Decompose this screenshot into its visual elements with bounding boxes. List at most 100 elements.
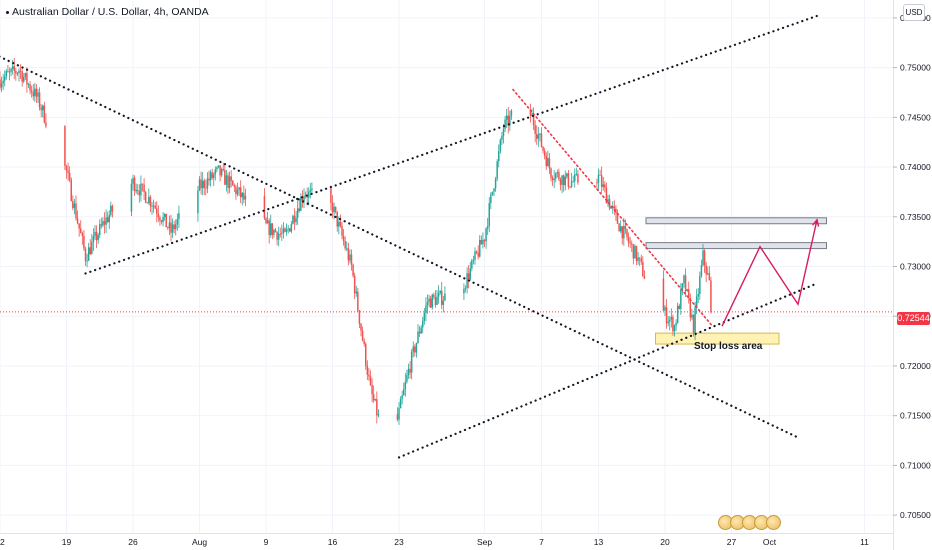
candle-body — [556, 172, 559, 174]
candle-body — [198, 179, 201, 191]
candle-body — [691, 314, 693, 318]
candle-body — [561, 175, 563, 185]
candle-body — [607, 199, 609, 204]
currency-button[interactable]: USD — [903, 4, 925, 21]
candle-body — [2, 80, 4, 84]
candle-body — [695, 296, 698, 308]
y-tick-label: 0.70500 — [900, 510, 931, 520]
candle-body — [94, 231, 96, 236]
candle-body — [572, 181, 574, 182]
candle-body — [111, 205, 114, 212]
candle-body — [102, 221, 104, 226]
candle-body — [366, 365, 369, 375]
candle-body — [273, 229, 275, 235]
x-tick-label: 20 — [660, 537, 670, 547]
candle-body — [415, 342, 418, 353]
y-tick-label: 0.74000 — [900, 162, 931, 172]
candle-body — [73, 203, 76, 209]
candle-body — [566, 173, 568, 177]
candle-body — [555, 173, 557, 179]
candle-body — [95, 231, 98, 241]
candle-body — [577, 173, 579, 183]
projection-path[interactable] — [721, 219, 818, 327]
candle-body — [477, 252, 479, 257]
candle-body — [631, 243, 633, 245]
candle-body — [213, 174, 215, 179]
candle-body — [429, 298, 432, 308]
candle-body — [75, 203, 77, 219]
candle-body — [434, 296, 437, 305]
candle-body — [16, 73, 19, 74]
dotted-trendline[interactable] — [397, 282, 819, 459]
candle-body — [358, 310, 361, 324]
x-tick-label: 11 — [860, 537, 869, 547]
candle-body — [616, 212, 619, 224]
candle-body — [678, 305, 680, 310]
candle-body — [148, 196, 150, 204]
price-axis-panel[interactable] — [893, 0, 932, 550]
candle-body — [673, 325, 676, 332]
candle-body — [417, 331, 419, 343]
candle-body — [667, 321, 669, 324]
red-dotted-trendline[interactable] — [512, 88, 714, 327]
y-tick-label: 0.74500 — [900, 112, 931, 122]
candle-body — [309, 190, 312, 192]
candle-body — [24, 73, 27, 77]
candle-body — [168, 222, 171, 229]
candle-body — [99, 224, 101, 235]
candle-body — [285, 229, 288, 232]
candle-body — [699, 276, 701, 295]
candle-body — [339, 221, 342, 226]
candle-body — [162, 216, 164, 223]
candle-body — [635, 246, 638, 262]
candle-body — [203, 180, 205, 188]
candle-body — [68, 172, 71, 180]
candle-body — [30, 90, 33, 93]
x-tick-label: 19 — [62, 537, 72, 547]
candle-body — [684, 275, 687, 292]
candle-body — [600, 175, 603, 187]
candle-body — [423, 312, 426, 321]
candle-body — [0, 79, 1, 88]
candle-body — [542, 146, 544, 151]
grid — [0, 0, 893, 533]
candle-body — [498, 151, 500, 162]
candle-body — [365, 343, 367, 366]
candle-body — [243, 192, 245, 200]
resistance-zone[interactable] — [645, 217, 827, 225]
candle-body — [274, 229, 277, 232]
candle-body — [475, 251, 478, 253]
candle-body — [613, 206, 616, 209]
candle-body — [410, 351, 413, 373]
dotted-trendline[interactable] — [84, 14, 819, 275]
dotted-trendline[interactable] — [0, 48, 800, 439]
candle-body — [357, 291, 359, 311]
y-tick-label: 0.71000 — [900, 460, 931, 470]
zones — [645, 217, 827, 345]
candle-body — [670, 316, 673, 320]
resistance-zone[interactable] — [645, 242, 827, 250]
candle-body — [707, 273, 709, 275]
candle-body — [200, 179, 202, 189]
candle-body — [219, 165, 221, 176]
candle-body — [638, 257, 641, 259]
candle-body — [344, 241, 346, 249]
candle-body — [637, 257, 639, 262]
candle-body — [425, 305, 427, 313]
candle-body — [334, 206, 337, 212]
candle-body — [263, 195, 266, 219]
candle-body — [103, 221, 106, 225]
economic-events[interactable] — [718, 515, 781, 530]
stop-loss-zone[interactable] — [655, 332, 780, 345]
candle-body — [152, 205, 155, 207]
candle-body — [621, 226, 623, 239]
candle-body — [45, 122, 47, 127]
candle-body — [505, 115, 508, 120]
event-flag-icon[interactable] — [766, 515, 781, 530]
candle-body — [353, 275, 356, 294]
candle-body — [669, 319, 671, 322]
candle-body — [296, 208, 299, 218]
candle-body — [694, 307, 696, 333]
candle-body — [665, 307, 668, 324]
